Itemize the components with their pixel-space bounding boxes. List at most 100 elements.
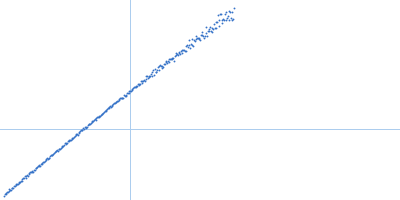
Point [166, 60, 172, 63]
Point [174, 53, 180, 56]
Point [107, 104, 113, 108]
Point [26, 172, 32, 175]
Point [54, 148, 60, 151]
Point [116, 98, 122, 101]
Point [66, 138, 72, 142]
Point [58, 147, 64, 150]
Point [52, 150, 59, 153]
Point [30, 170, 36, 173]
Point [119, 96, 126, 99]
Point [178, 50, 184, 53]
Point [123, 93, 130, 96]
Point [31, 168, 37, 171]
Point [88, 121, 94, 125]
Point [80, 127, 86, 130]
Point [56, 148, 62, 151]
Point [135, 83, 141, 86]
Point [12, 183, 19, 186]
Point [192, 35, 199, 38]
Point [210, 27, 216, 30]
Point [229, 11, 236, 14]
Point [215, 13, 221, 16]
Point [14, 182, 20, 186]
Point [76, 130, 82, 134]
Point [35, 164, 41, 167]
Point [128, 90, 134, 93]
Point [59, 145, 66, 148]
Point [137, 82, 143, 85]
Point [16, 181, 22, 185]
Point [197, 38, 203, 41]
Point [101, 110, 107, 113]
Point [85, 123, 91, 127]
Point [88, 120, 95, 123]
Point [164, 62, 170, 65]
Point [64, 141, 70, 144]
Point [169, 58, 176, 61]
Point [126, 92, 132, 95]
Point [173, 51, 180, 54]
Point [7, 189, 13, 192]
Point [12, 184, 18, 187]
Point [148, 72, 154, 75]
Point [165, 59, 171, 63]
Point [25, 174, 31, 177]
Point [72, 134, 79, 137]
Point [3, 192, 10, 195]
Point [65, 139, 71, 143]
Point [186, 44, 192, 47]
Point [133, 85, 140, 88]
Point [18, 180, 25, 183]
Point [113, 100, 120, 104]
Point [160, 65, 166, 68]
Point [22, 176, 29, 179]
Point [95, 116, 101, 119]
Point [70, 136, 76, 139]
Point [50, 152, 56, 155]
Point [184, 44, 190, 47]
Point [116, 98, 122, 101]
Point [176, 50, 182, 53]
Point [15, 182, 21, 185]
Point [105, 106, 111, 109]
Point [67, 138, 73, 141]
Point [108, 104, 115, 107]
Point [202, 25, 209, 29]
Point [34, 165, 40, 168]
Point [69, 137, 76, 140]
Point [140, 80, 146, 83]
Point [78, 129, 85, 132]
Point [227, 11, 233, 14]
Point [106, 107, 112, 110]
Point [79, 128, 86, 131]
Point [153, 70, 160, 74]
Point [96, 114, 102, 117]
Point [190, 44, 196, 47]
Point [49, 154, 56, 157]
Point [58, 145, 65, 148]
Point [45, 157, 51, 160]
Point [158, 65, 164, 68]
Point [228, 16, 234, 19]
Point [51, 151, 57, 154]
Point [214, 21, 220, 24]
Point [36, 163, 42, 166]
Point [76, 132, 82, 135]
Point [32, 167, 39, 170]
Point [112, 101, 118, 104]
Point [82, 126, 89, 130]
Point [154, 69, 160, 72]
Point [218, 13, 224, 16]
Point [100, 111, 106, 114]
Point [118, 97, 124, 100]
Point [136, 83, 142, 86]
Point [37, 164, 43, 168]
Point [175, 54, 181, 57]
Point [188, 44, 195, 47]
Point [68, 138, 75, 141]
Point [223, 19, 230, 22]
Point [1, 194, 7, 198]
Point [146, 76, 152, 79]
Point [114, 99, 120, 103]
Point [152, 67, 158, 71]
